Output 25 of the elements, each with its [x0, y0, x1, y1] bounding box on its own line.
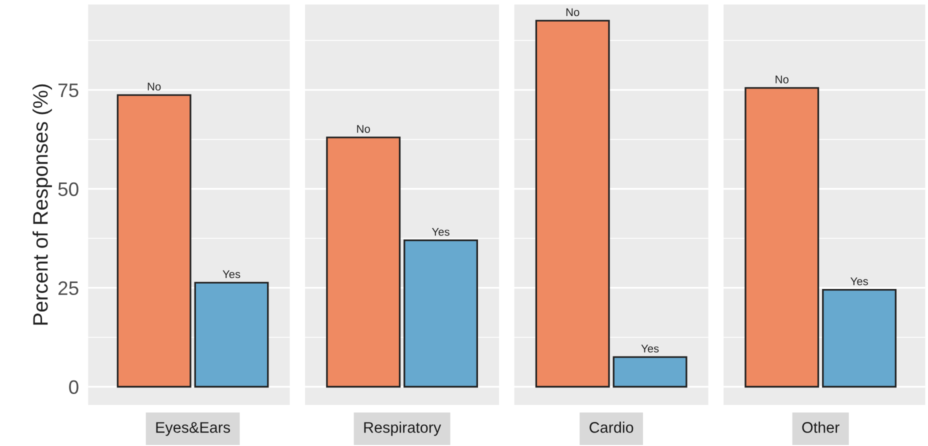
- text: Yes: [641, 344, 659, 353]
- text: Yes: [432, 228, 450, 236]
- x-tick-label: Cardio: [590, 422, 634, 433]
- text: No: [148, 82, 161, 91]
- y-axis-title: Percent of Responses (%): [32, 84, 52, 325]
- series-label: Yes: [222, 270, 240, 278]
- x-tick-label: Eyes&Ears: [156, 422, 230, 436]
- x-tick-label: Other: [802, 422, 840, 433]
- x-tick-label: Respiratory: [364, 422, 442, 436]
- y-tick-label: 75: [58, 84, 78, 98]
- bar: [194, 282, 269, 388]
- bar: [326, 136, 401, 388]
- y-tick-label: 50: [58, 182, 78, 196]
- bar: [822, 288, 897, 388]
- text: No: [566, 8, 580, 16]
- series-label: No: [357, 125, 370, 133]
- text: Yes: [850, 277, 868, 286]
- y-tick-label: 0: [69, 380, 78, 394]
- bar: [116, 94, 192, 388]
- bar: [404, 239, 478, 388]
- bar: [612, 356, 688, 388]
- y-tick-label: 25: [58, 281, 78, 296]
- bar: [744, 87, 820, 388]
- bar: [535, 20, 610, 388]
- text: No: [776, 76, 789, 84]
